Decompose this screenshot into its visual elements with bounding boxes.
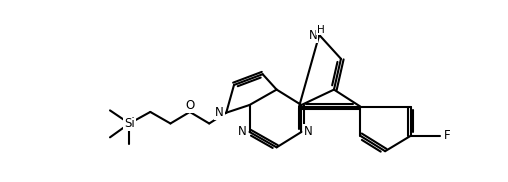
Text: F: F xyxy=(444,129,451,142)
Text: N: N xyxy=(215,106,224,119)
Text: Si: Si xyxy=(124,117,135,130)
Text: N: N xyxy=(304,125,313,139)
Text: N: N xyxy=(238,125,247,139)
Text: O: O xyxy=(185,98,195,112)
Text: N: N xyxy=(309,29,318,42)
Text: H: H xyxy=(317,25,325,35)
